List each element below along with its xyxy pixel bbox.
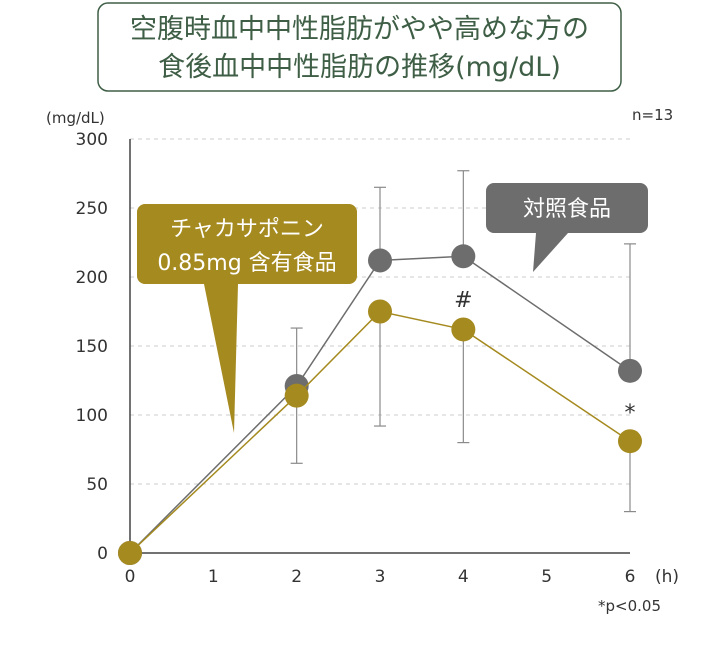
legend-test-label-line-2: 0.85mg 含有食品 — [157, 251, 336, 276]
x-axis-label: (h) — [655, 567, 679, 587]
data-point — [368, 248, 392, 273]
callout-control-box — [486, 183, 648, 233]
y-tick-label: 150 — [76, 337, 108, 357]
annotation-layer: #* — [454, 288, 635, 426]
series-test — [118, 299, 642, 565]
y-tick-label: 250 — [76, 199, 108, 219]
y-tick-label: 0 — [97, 544, 108, 564]
series-layer — [118, 170, 642, 565]
ticks-layer: 0 50 100 150 200 250 300 0 1 2 3 4 5 6 — [76, 130, 636, 587]
title-box — [97, 2, 622, 92]
data-point — [618, 358, 642, 383]
callout-test-pointer — [204, 284, 238, 433]
x-tick-label: 0 — [125, 567, 136, 587]
callout-control-pointer — [533, 233, 568, 272]
data-point — [618, 429, 642, 454]
y-tick-label: 300 — [76, 130, 108, 150]
chart-title: 空腹時血中中性脂肪がやや高めな方の 食後血中中性脂肪の推移(mg/dL) — [97, 2, 622, 92]
x-tick-label: 2 — [291, 567, 302, 587]
x-tick-label: 4 — [458, 567, 469, 587]
y-tick-label: 50 — [86, 475, 108, 495]
y-tick-label: 100 — [76, 406, 108, 426]
x-tick-label: 5 — [541, 567, 552, 587]
footnote: *p<0.05 — [598, 597, 661, 615]
data-point — [451, 244, 476, 269]
significance-mark: * — [625, 401, 636, 426]
x-tick-label: 1 — [208, 567, 219, 587]
x-tick-label: 6 — [625, 567, 636, 587]
y-axis-label: (mg/dL) — [46, 109, 105, 127]
legend-test-label-line-1: チャカサポニン — [170, 217, 324, 242]
title-line-2: 食後血中中性脂肪の推移(mg/dL) — [158, 52, 561, 83]
significance-mark: # — [454, 288, 472, 313]
data-point — [451, 317, 476, 342]
data-point — [118, 541, 142, 565]
title-line-1: 空腹時血中中性脂肪がやや高めな方の — [130, 14, 589, 45]
data-point — [284, 383, 309, 408]
x-tick-label: 3 — [375, 567, 386, 587]
data-point — [368, 299, 392, 324]
legend-control-label: 対照食品 — [523, 197, 611, 222]
callout-test-box — [137, 204, 357, 284]
y-tick-label: 200 — [76, 268, 108, 288]
n-label: n=13 — [632, 106, 673, 124]
axis-layer — [129, 139, 630, 554]
